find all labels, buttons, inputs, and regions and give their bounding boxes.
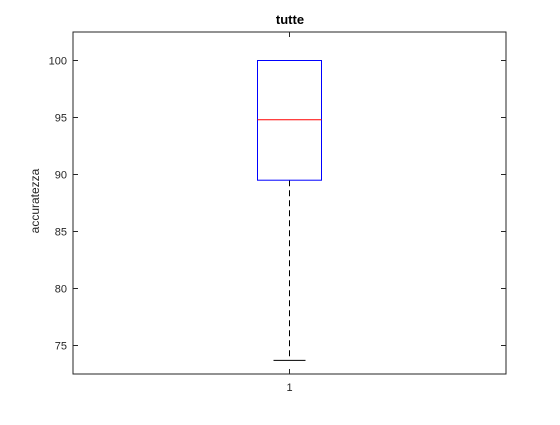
box-group — [257, 60, 322, 361]
y-tick-label: 85 — [55, 227, 67, 239]
box-iqr — [257, 60, 322, 181]
x-tick-label: 1 — [286, 382, 292, 394]
axes: 75 80 85 90 95 100 1 — [49, 31, 507, 394]
y-axis-label: accuratezza — [28, 168, 42, 233]
y-tick-label: 95 — [55, 113, 67, 125]
chart-title: tutte — [276, 12, 304, 27]
y-tick-label: 90 — [55, 170, 67, 182]
y-tick-label: 75 — [55, 341, 67, 353]
plot-area — [257, 60, 322, 361]
y-tick-label: 80 — [55, 284, 67, 296]
y-tick-label: 100 — [49, 56, 67, 68]
